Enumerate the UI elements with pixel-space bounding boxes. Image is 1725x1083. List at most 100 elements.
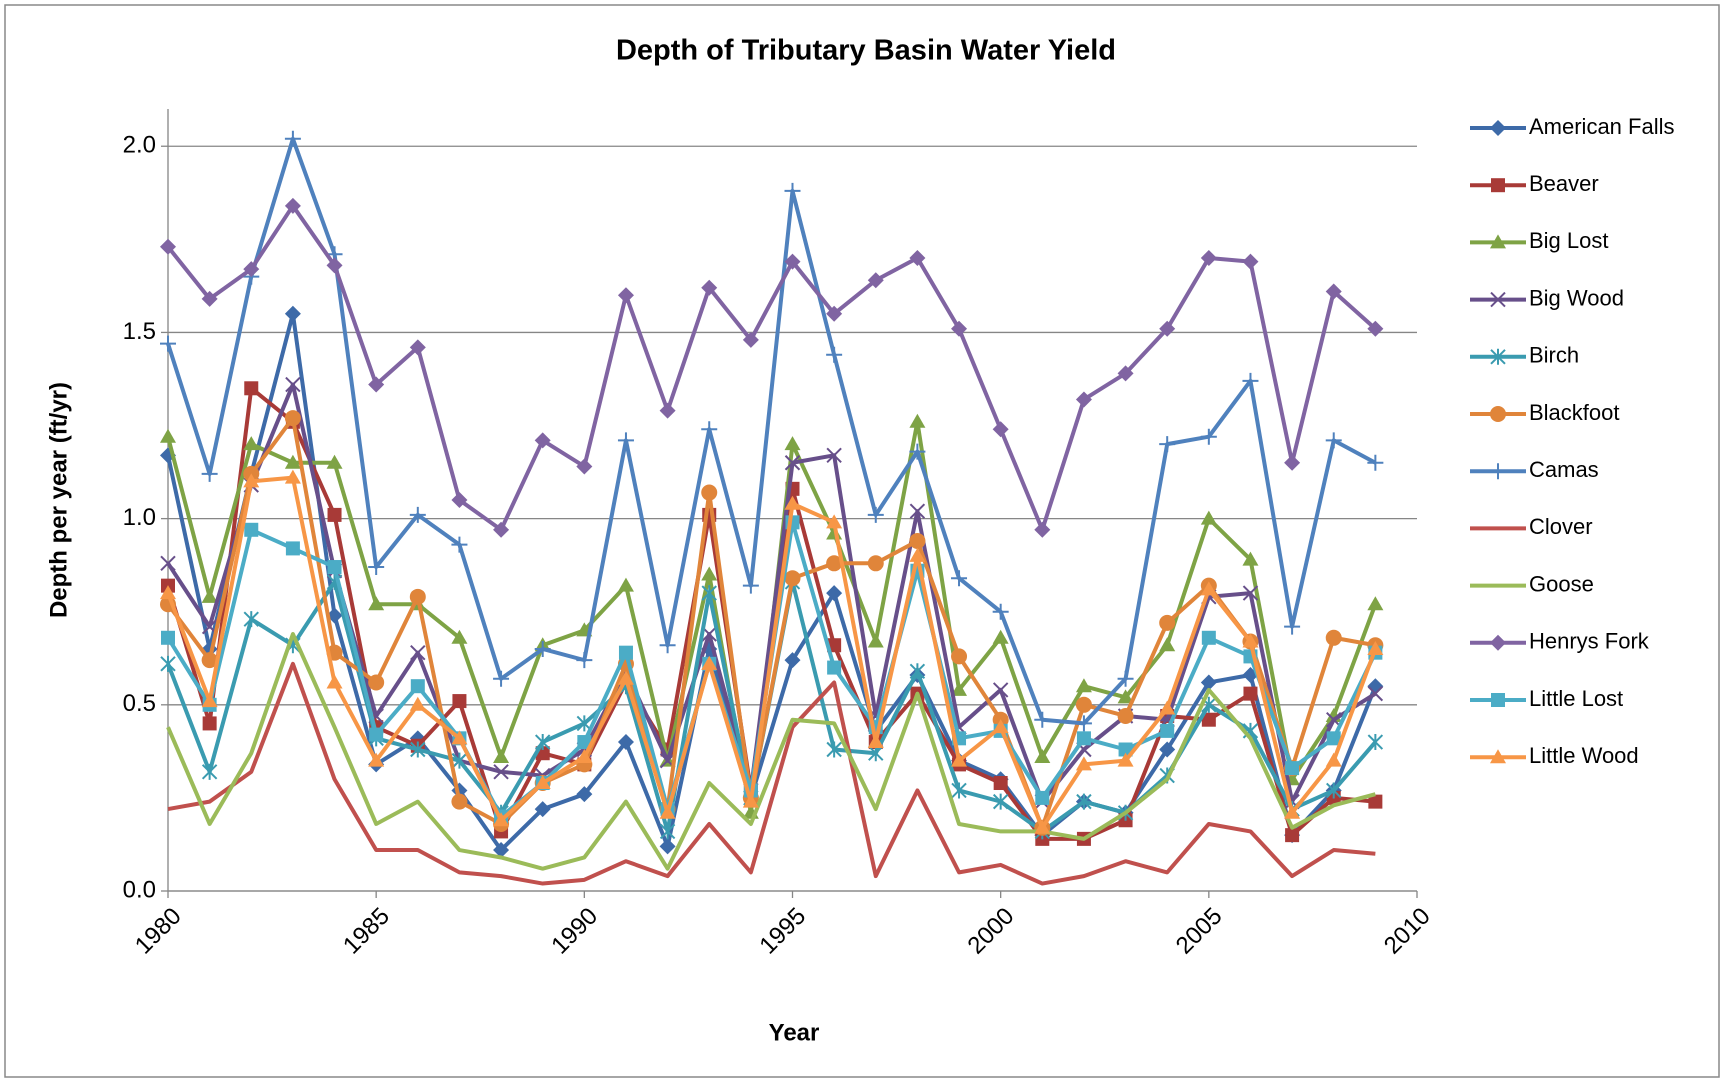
marker <box>284 130 301 147</box>
marker <box>701 566 718 581</box>
marker <box>1117 707 1134 724</box>
marker <box>243 261 260 278</box>
marker <box>1159 320 1176 337</box>
marker <box>161 630 175 645</box>
marker <box>1201 712 1216 727</box>
marker <box>201 652 218 669</box>
marker <box>160 655 176 672</box>
marker <box>1075 391 1092 408</box>
marker <box>1284 454 1301 471</box>
marker <box>701 585 717 602</box>
marker <box>992 421 1009 438</box>
marker <box>1285 761 1300 776</box>
marker <box>617 432 634 449</box>
marker <box>1325 432 1342 449</box>
marker <box>284 454 301 469</box>
marker <box>1490 234 1506 249</box>
marker <box>201 763 218 780</box>
marker <box>784 436 801 451</box>
marker <box>326 454 343 469</box>
marker <box>493 748 510 763</box>
marker <box>1490 348 1506 365</box>
marker <box>909 413 926 428</box>
series-line <box>166 382 1377 804</box>
marker <box>784 455 801 471</box>
marker <box>992 793 1009 810</box>
marker <box>1491 178 1505 193</box>
marker <box>1242 551 1259 566</box>
marker <box>951 782 967 799</box>
marker <box>1034 819 1051 834</box>
marker <box>659 402 676 419</box>
series-line <box>166 475 1378 830</box>
marker <box>1075 678 1092 693</box>
marker <box>1075 715 1092 732</box>
marker <box>451 536 468 553</box>
y-axis-title: Depth per year (ft/yr) <box>45 382 72 618</box>
legend-label: Birch <box>1529 343 1579 368</box>
marker <box>243 436 260 451</box>
marker <box>1490 749 1506 764</box>
marker <box>368 559 385 576</box>
marker <box>1242 372 1259 389</box>
legend-label: Blackfoot <box>1529 400 1620 425</box>
marker <box>1034 711 1051 728</box>
marker <box>1200 510 1217 525</box>
marker <box>1490 291 1506 308</box>
marker <box>534 801 551 818</box>
marker <box>951 570 968 587</box>
legend-label: Clover <box>1529 514 1593 539</box>
marker <box>1325 629 1342 646</box>
y-tick-label: 0.5 <box>123 690 156 717</box>
marker <box>826 585 843 602</box>
marker <box>576 652 593 669</box>
marker <box>1034 521 1051 538</box>
marker <box>451 492 468 508</box>
marker <box>1285 828 1300 843</box>
marker <box>1118 742 1133 757</box>
marker <box>659 637 676 654</box>
marker <box>826 514 843 529</box>
marker <box>451 730 468 745</box>
marker <box>243 611 259 628</box>
marker <box>826 346 843 363</box>
marker <box>867 555 884 572</box>
marker <box>1117 689 1134 704</box>
marker <box>284 197 301 214</box>
series-line <box>166 632 1376 871</box>
marker <box>1243 686 1258 701</box>
marker <box>1242 253 1259 270</box>
legend-label: Camas <box>1529 457 1599 482</box>
marker <box>576 748 593 763</box>
x-axis-title: Year <box>769 1019 820 1046</box>
marker <box>451 793 468 810</box>
marker <box>909 503 926 519</box>
marker <box>784 570 801 587</box>
marker <box>951 648 968 665</box>
marker <box>1490 634 1506 651</box>
marker <box>243 473 260 488</box>
marker <box>451 629 468 644</box>
marker <box>160 555 176 572</box>
legend-label: Little Wood <box>1529 743 1639 768</box>
marker <box>1242 585 1259 601</box>
marker <box>327 507 342 522</box>
marker <box>576 786 593 803</box>
marker <box>951 681 968 696</box>
marker <box>160 335 176 352</box>
marker <box>1200 428 1217 445</box>
marker <box>867 633 884 648</box>
marker <box>1367 596 1384 611</box>
marker <box>826 741 842 758</box>
marker <box>534 432 551 449</box>
marker <box>368 596 385 611</box>
marker <box>992 682 1009 698</box>
marker <box>1490 406 1506 422</box>
marker <box>992 603 1009 620</box>
marker <box>1284 804 1301 819</box>
marker <box>201 290 218 307</box>
marker <box>617 734 634 751</box>
series-line <box>166 136 1377 726</box>
series-line <box>166 416 1376 830</box>
